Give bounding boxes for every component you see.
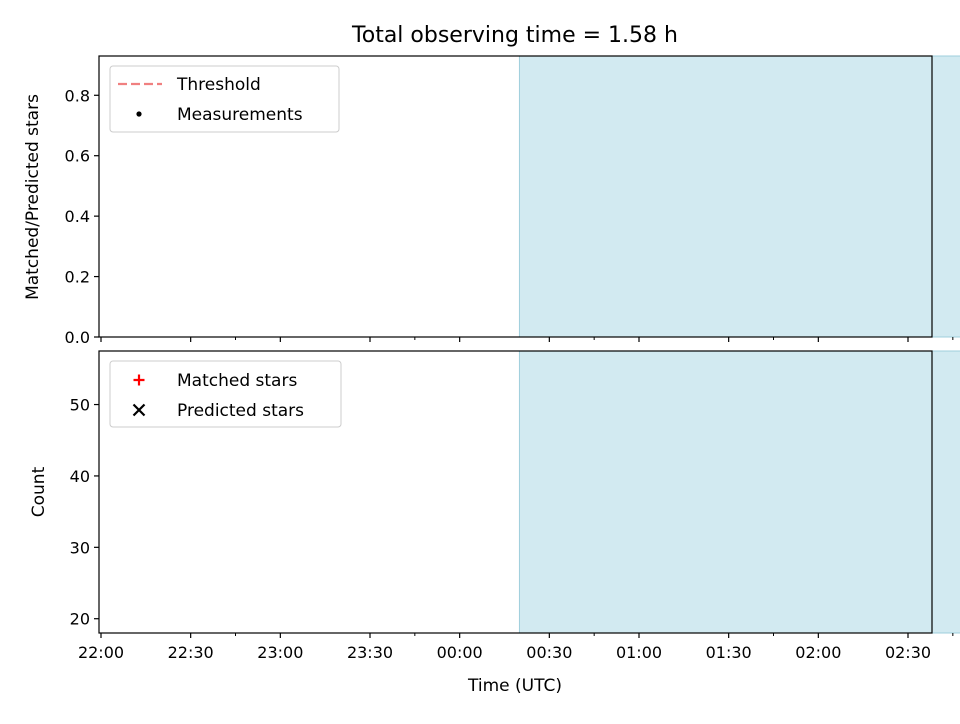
- legend-predicted-label: Predicted stars: [177, 401, 304, 421]
- y-tick-label: 40: [70, 467, 90, 486]
- y-tick-label: 0.2: [65, 268, 90, 287]
- x-tick-label: 00:00: [437, 643, 483, 662]
- x-axis-label: Time (UTC): [467, 676, 562, 696]
- top-legend: Threshold Measurements: [109, 65, 340, 133]
- x-tick-label: 01:30: [706, 643, 752, 662]
- axes-frame: [98, 350, 933, 634]
- chart-title: Total observing time = 1.58 h: [351, 23, 678, 48]
- x-tick-label: 22:00: [78, 643, 124, 662]
- legend-box: [109, 360, 342, 428]
- x-tick-label: 01:00: [616, 643, 662, 662]
- bottom-legend: Matched stars Predicted stars: [109, 360, 342, 428]
- x-tick-label: 23:30: [347, 643, 393, 662]
- y-tick-label: 30: [70, 538, 90, 557]
- x-tick-label: 22:30: [168, 643, 214, 662]
- y-tick-label: 0.6: [65, 147, 90, 166]
- top-y-axis-label: Matched/Predicted stars: [23, 94, 43, 300]
- observing-span: [518, 55, 960, 338]
- x-tick-label: 23:00: [257, 643, 303, 662]
- y-tick-label: 20: [70, 610, 90, 629]
- bottom-y-axis-label: Count: [29, 466, 49, 517]
- x-tick-label: 00:30: [526, 643, 572, 662]
- x-tick-label: 02:00: [795, 643, 841, 662]
- y-tick-label: 0.8: [65, 86, 90, 105]
- top-panel: 0.0 0.2 0.4 0.6 0.8: [65, 55, 960, 347]
- legend-threshold-label: Threshold: [176, 75, 261, 95]
- legend-measurements-swatch: [136, 111, 142, 117]
- y-tick-label: 50: [70, 396, 90, 415]
- observing-span: [518, 350, 960, 634]
- x-tick-label: 02:30: [885, 643, 931, 662]
- y-tick-label: 0.0: [65, 328, 90, 347]
- legend-matched-label: Matched stars: [177, 371, 297, 391]
- legend-predicted-swatch: [132, 403, 146, 417]
- axes-frame: [98, 55, 933, 338]
- legend-box: [109, 65, 340, 133]
- bottom-panel: 20 30 40 50 22:00 22:30 23:00 23:30 00:00 00:30 01…: [70, 350, 960, 662]
- legend-measurements-label: Measurements: [177, 105, 303, 125]
- legend-matched-swatch: [133, 374, 145, 386]
- y-tick-label: 0.4: [65, 207, 90, 226]
